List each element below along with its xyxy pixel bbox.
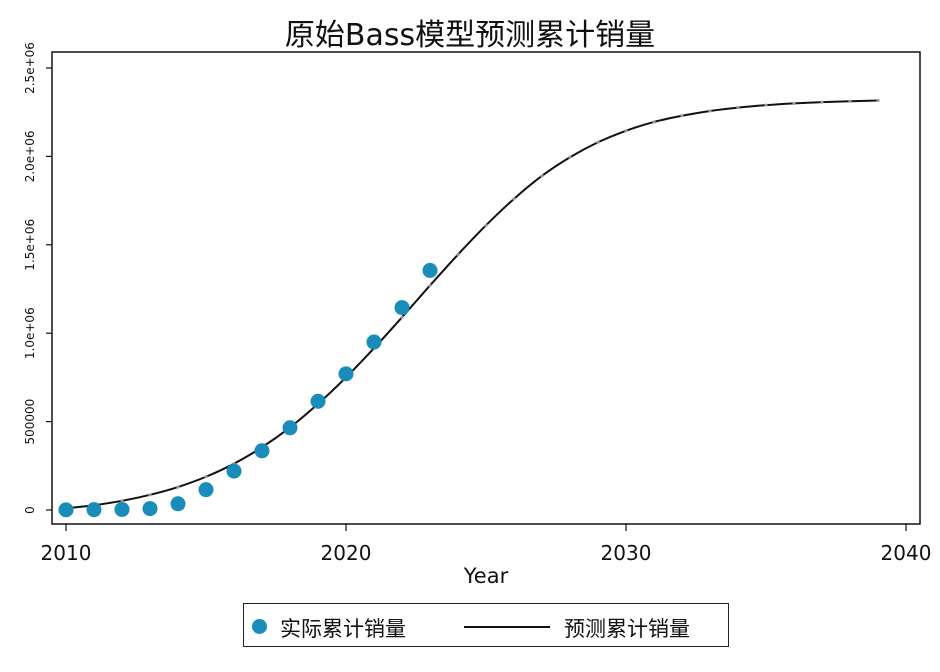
predicted-point: [204, 475, 207, 478]
x-tick-label: 2030: [601, 541, 652, 565]
y-tick-label: 1.0e+06: [23, 307, 37, 359]
actual-point: [339, 366, 354, 381]
predicted-point: [708, 109, 711, 112]
predicted-point: [484, 224, 487, 227]
predicted-point: [456, 253, 459, 256]
predicted-point: [624, 129, 627, 132]
predicted-point: [596, 141, 599, 144]
predicted-point: [512, 197, 515, 200]
predicted-line: [66, 101, 878, 509]
x-tick-label: 2010: [41, 541, 92, 565]
predicted-point: [792, 102, 795, 105]
actual-point: [395, 300, 410, 315]
legend-label-actual: 实际累计销量: [280, 613, 406, 643]
predicted-point: [120, 499, 123, 502]
predicted-point: [652, 120, 655, 123]
predicted-point: [848, 100, 851, 103]
actual-point: [227, 464, 242, 479]
legend-label-predicted: 预测累计销量: [564, 613, 690, 643]
y-tick-label: 0: [23, 506, 37, 514]
predicted-point: [400, 316, 403, 319]
actual-point: [423, 263, 438, 278]
actual-point: [143, 501, 158, 516]
actual-point: [255, 443, 270, 458]
actual-point: [59, 502, 74, 517]
predicted-point: [876, 99, 879, 102]
actual-point: [115, 502, 130, 517]
y-tick-label: 2.5e+06: [23, 42, 37, 94]
x-axis-label: Year: [52, 564, 920, 588]
legend-marker-actual: [252, 619, 267, 634]
x-axis: 2010 2020 2030 2040: [41, 524, 932, 565]
x-tick-label: 2040: [881, 541, 932, 565]
actual-point: [199, 482, 214, 497]
legend-marker-predicted: [464, 626, 550, 628]
predicted-point: [428, 284, 431, 287]
predicted-point: [568, 156, 571, 159]
y-tick-label: 1.5e+06: [23, 219, 37, 271]
actual-point: [87, 502, 102, 517]
predicted-point: [176, 485, 179, 488]
predicted-point: [680, 114, 683, 117]
actual-point: [311, 394, 326, 409]
predicted-point: [736, 106, 739, 109]
actual-series: [59, 263, 438, 517]
y-axis: 0 500000 1.0e+06 1.5e+06 2.0e+06 2.5e+06: [23, 42, 52, 514]
actual-point: [283, 420, 298, 435]
predicted-point: [820, 101, 823, 104]
y-tick-label: 500000: [23, 399, 37, 445]
predicted-point: [148, 493, 151, 496]
actual-point: [367, 335, 382, 350]
actual-point: [171, 496, 186, 511]
predicted-series: [64, 99, 879, 510]
y-tick-label: 2.0e+06: [23, 131, 37, 183]
predicted-point: [764, 104, 767, 107]
plot-frame: [52, 52, 920, 524]
legend: 实际累计销量 预测累计销量: [243, 603, 729, 647]
x-tick-label: 2020: [321, 541, 372, 565]
predicted-point: [540, 174, 543, 177]
